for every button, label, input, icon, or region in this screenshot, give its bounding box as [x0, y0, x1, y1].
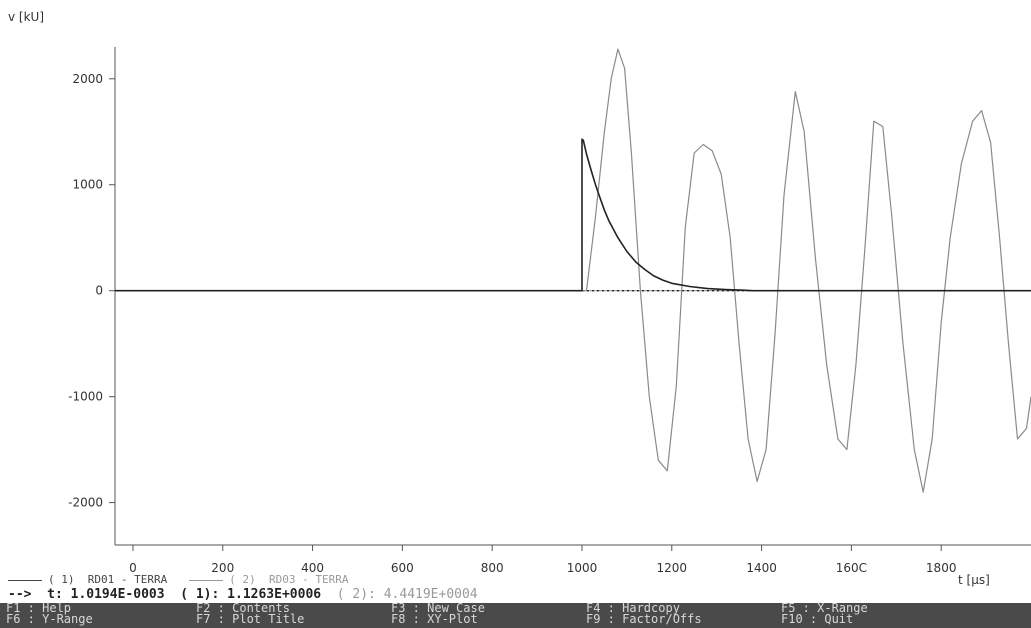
fkey-row-1: F1 : Help F2 : Contents F3 : New Case F4 : …: [0, 603, 1031, 614]
fkey-f8[interactable]: F8 : XY-Plot: [391, 612, 478, 626]
legend-num-1: ( 1): [48, 573, 75, 586]
function-key-bar: F1 : Help F2 : Contents F3 : New Case F4 : …: [0, 603, 1031, 628]
x-axis-label: t [µs]: [958, 573, 990, 587]
cursor-s1-label: ( 1):: [180, 587, 220, 602]
fkey-f1[interactable]: F1 : Help: [6, 603, 72, 615]
x-tick-label: 160C: [836, 561, 867, 575]
series-line-1: [115, 138, 1031, 292]
fkey-f6[interactable]: F6 : Y-Range: [6, 612, 93, 626]
x-tick-label: 600: [391, 561, 414, 575]
fkey-f5[interactable]: F5 : X-Range: [781, 603, 868, 615]
cursor-readout: --> t: 1.0194E-0003 ( 1): 1.1263E+0006 (…: [8, 587, 478, 602]
series-layer: [115, 48, 1031, 493]
plot-area: v [kU] 2000 1000 0 -1000 -2000 0 200 400 600 800 1…: [8, 10, 1031, 587]
series-line-2: [115, 48, 1031, 493]
legend-swatch-1: [8, 579, 42, 581]
x-tick-label: 0: [129, 561, 137, 575]
cursor-t-label: t:: [47, 587, 63, 602]
fkey-f3[interactable]: F3 : New Case: [391, 603, 485, 615]
legend-num-2: ( 2): [229, 573, 256, 586]
y-tick-label: 1000: [72, 178, 103, 192]
x-tick-label: 800: [481, 561, 504, 575]
y-tick-label: -2000: [68, 496, 103, 510]
fkey-f2[interactable]: F2 : Contents: [196, 603, 290, 615]
fkey-f4[interactable]: F4 : Hardcopy: [586, 603, 680, 615]
x-tick-label: 400: [301, 561, 324, 575]
legend: ( 1) RD01 - TERRA ( 2) RD03 - TERRA: [8, 573, 348, 586]
x-tick-label: 1400: [746, 561, 777, 575]
cursor-t-value: 1.0194E-0003: [70, 587, 165, 602]
y-tick-label: -1000: [68, 390, 103, 404]
fkey-f10[interactable]: F10 : Quit: [781, 612, 854, 626]
cursor-arrow: -->: [8, 587, 32, 602]
y-axis-label: v [kU]: [8, 10, 44, 24]
x-tick-label: 1800: [926, 561, 957, 575]
y-tick-label: 2000: [72, 72, 103, 86]
fkey-f9[interactable]: F9 : Factor/Offs: [586, 612, 702, 626]
x-tick-label: 1200: [657, 561, 688, 575]
cursor-s1-value: 1.1263E+0006: [227, 587, 322, 602]
fkey-f7[interactable]: F7 : Plot Title: [196, 612, 305, 626]
x-tick-label: 1000: [567, 561, 598, 575]
cursor-s2-label: ( 2):: [336, 587, 376, 602]
x-tick-label: 200: [211, 561, 234, 575]
cursor-s2-value: 4.4419E+0004: [383, 587, 478, 602]
fkey-row-2: F6 : Y-Range F7 : Plot Title F8 : XY-Plot F…: [0, 612, 1031, 626]
legend-name-1: RD01 - TERRA: [87, 573, 168, 586]
legend-name-2: RD03 - TERRA: [268, 573, 349, 586]
axes: 2000 1000 0 -1000 -2000 0 200 400 600 800 1000 1200…: [68, 47, 1031, 575]
legend-swatch-2: [189, 579, 224, 581]
y-tick-label: 0: [95, 284, 103, 298]
